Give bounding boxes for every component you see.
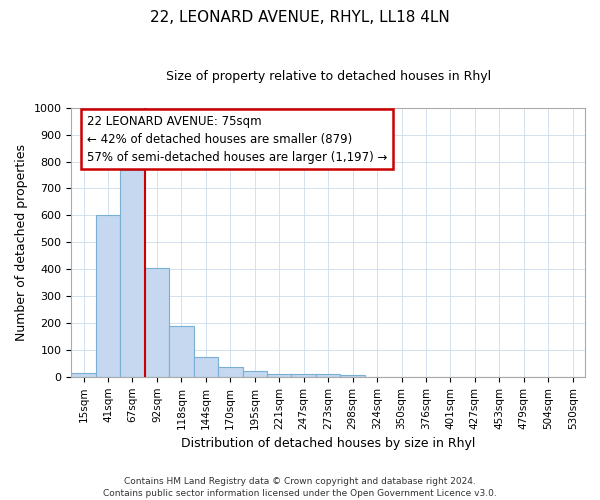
Bar [96,216,120,377]
Bar [169,326,194,377]
Bar [267,374,292,377]
X-axis label: Distribution of detached houses by size in Rhyl: Distribution of detached houses by size … [181,437,475,450]
Text: Contains HM Land Registry data © Crown copyright and database right 2024.
Contai: Contains HM Land Registry data © Crown c… [103,476,497,498]
Bar [292,374,316,377]
Bar [71,373,96,377]
Bar [120,170,145,377]
Bar [340,374,365,377]
Bar [218,366,242,377]
Text: 22 LEONARD AVENUE: 75sqm
← 42% of detached houses are smaller (879)
57% of semi-: 22 LEONARD AVENUE: 75sqm ← 42% of detach… [86,114,387,164]
Bar [145,268,169,377]
Text: 22, LEONARD AVENUE, RHYL, LL18 4LN: 22, LEONARD AVENUE, RHYL, LL18 4LN [150,10,450,25]
Bar [316,374,340,377]
Bar [242,372,267,377]
Title: Size of property relative to detached houses in Rhyl: Size of property relative to detached ho… [166,70,491,83]
Y-axis label: Number of detached properties: Number of detached properties [15,144,28,341]
Bar [194,356,218,377]
